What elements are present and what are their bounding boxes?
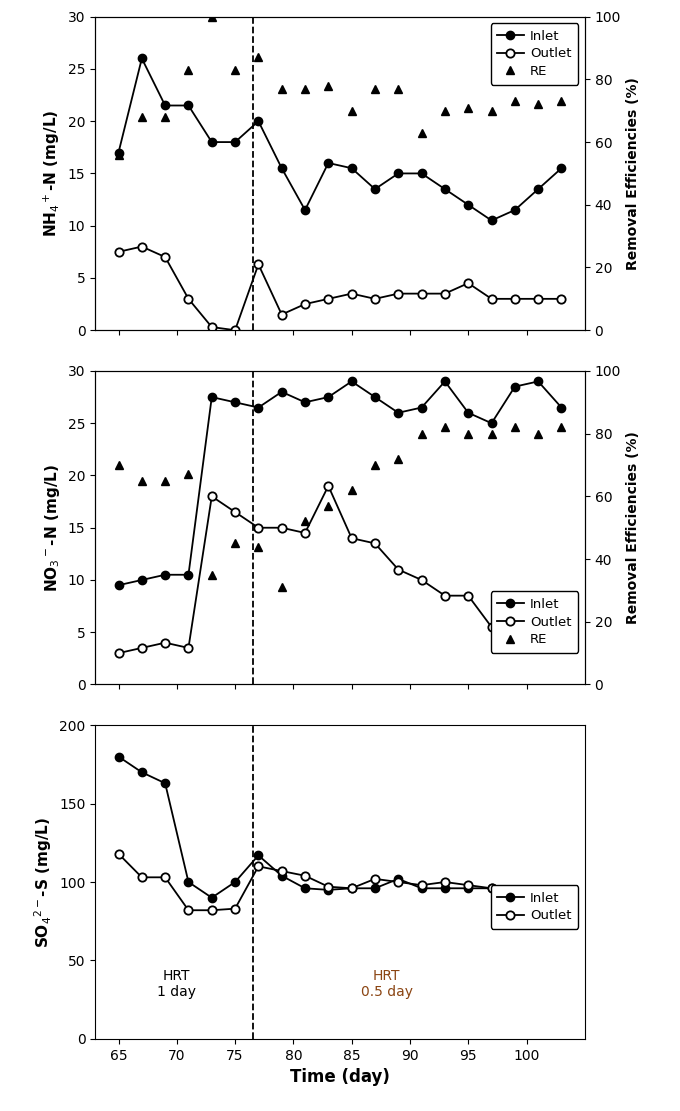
X-axis label: Time (day): Time (day) — [290, 1068, 390, 1087]
Y-axis label: NO$_3$$^-$-N (mg/L): NO$_3$$^-$-N (mg/L) — [44, 463, 63, 592]
Y-axis label: SO$_4$$^{2-}$-S (mg/L): SO$_4$$^{2-}$-S (mg/L) — [32, 817, 54, 948]
Y-axis label: NH$_4$$^+$-N (mg/L): NH$_4$$^+$-N (mg/L) — [42, 110, 63, 237]
Y-axis label: Removal Efficiencies (%): Removal Efficiencies (%) — [626, 77, 641, 270]
Text: HRT
1 day: HRT 1 day — [157, 969, 197, 999]
Legend: Inlet, Outlet, RE: Inlet, Outlet, RE — [490, 591, 578, 653]
Y-axis label: Removal Efficiencies (%): Removal Efficiencies (%) — [626, 431, 641, 624]
Legend: Inlet, Outlet, RE: Inlet, Outlet, RE — [490, 23, 578, 84]
Text: HRT
0.5 day: HRT 0.5 day — [360, 969, 413, 999]
Legend: Inlet, Outlet: Inlet, Outlet — [490, 885, 578, 929]
